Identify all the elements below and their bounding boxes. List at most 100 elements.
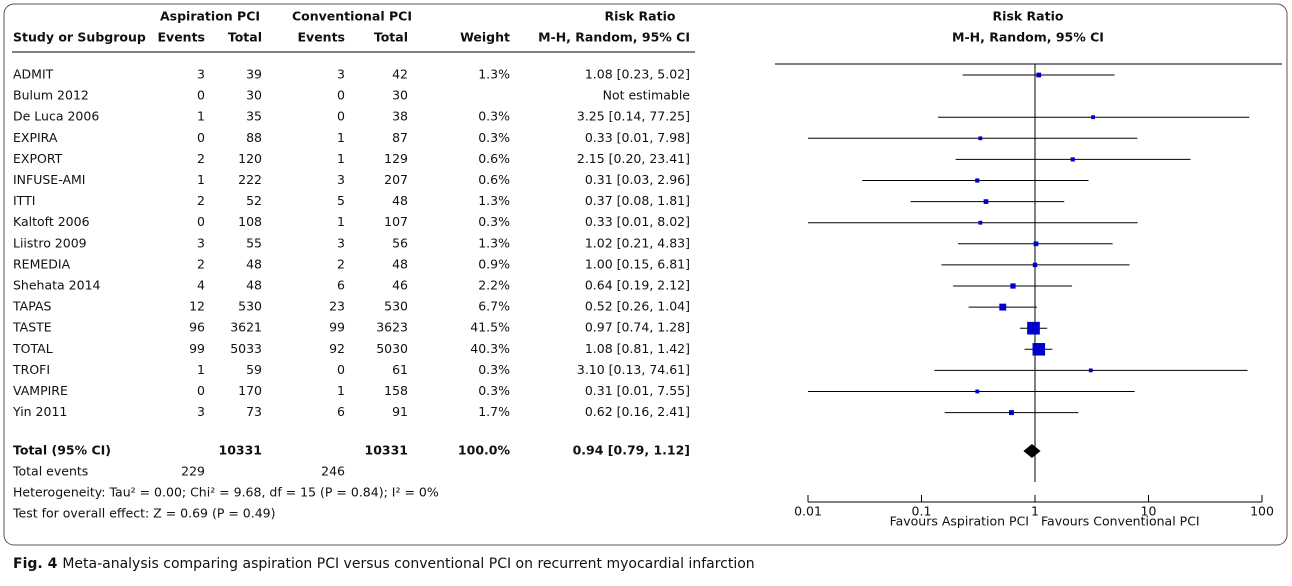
table-cell: 0.31 [0.03, 2.96] xyxy=(585,172,690,187)
table-cell: 3 xyxy=(197,67,205,82)
table-cell: 530 xyxy=(238,299,262,314)
table-cell: 129 xyxy=(384,151,408,166)
table-cell: 55 xyxy=(246,235,262,250)
total-events-cell: 229 xyxy=(181,464,205,479)
total-cell: 10331 xyxy=(219,443,263,458)
table-cell: 0.3% xyxy=(478,383,510,398)
table-cell: 0.31 [0.01, 7.55] xyxy=(585,383,690,398)
table-cell: 5033 xyxy=(230,341,262,356)
effect-square xyxy=(1032,262,1038,268)
table-cell: 42 xyxy=(392,67,408,82)
table-cell: 6 xyxy=(337,278,345,293)
group-header: Conventional PCI xyxy=(292,9,412,24)
table-cell: 38 xyxy=(392,109,408,124)
table-cell: 1 xyxy=(197,109,205,124)
table-cell: 87 xyxy=(392,130,408,145)
effect-square xyxy=(978,220,983,225)
table-cell: 52 xyxy=(246,193,262,208)
overall-effect: Test for overall effect: Z = 0.69 (P = 0… xyxy=(12,506,276,521)
effect-square xyxy=(1033,241,1039,247)
table-cell: 3 xyxy=(197,235,205,250)
table-cell: 0.33 [0.01, 7.98] xyxy=(585,130,690,145)
table-cell: 3.25 [0.14, 77.25] xyxy=(577,109,690,124)
table-cell: 1 xyxy=(337,383,345,398)
x-tick-label: 100 xyxy=(1250,504,1274,519)
table-cell: 88 xyxy=(246,130,262,145)
favours-label: Favours Aspiration PCI xyxy=(890,514,1029,529)
column-header: Weight xyxy=(460,30,510,45)
table-cell: 0 xyxy=(337,88,345,103)
table-cell: 1 xyxy=(197,172,205,187)
effect-square xyxy=(1032,343,1046,356)
study-name: ITTI xyxy=(13,193,35,208)
table-cell: 0 xyxy=(197,214,205,229)
effect-square xyxy=(975,178,980,183)
group-header: Aspiration PCI xyxy=(160,9,260,24)
table-cell: 91 xyxy=(392,404,408,419)
study-name: VAMPIRE xyxy=(13,383,68,398)
column-header: Events xyxy=(158,30,205,45)
study-name: EXPORT xyxy=(13,151,63,166)
caption: Fig. 4 Meta-analysis comparing aspiration… xyxy=(13,556,755,572)
study-name: REMEDIA xyxy=(13,256,71,271)
table-cell: 2.2% xyxy=(478,278,510,293)
table-cell: 6.7% xyxy=(478,299,510,314)
table-cell: 0 xyxy=(197,130,205,145)
study-name: De Luca 2006 xyxy=(13,109,99,124)
table-cell: 0 xyxy=(337,109,345,124)
table-cell: 1.08 [0.23, 5.02] xyxy=(585,67,690,82)
study-name: Yin 2011 xyxy=(12,404,67,419)
table-cell: 61 xyxy=(392,362,408,377)
table-cell: 530 xyxy=(384,299,408,314)
table-cell: 0.3% xyxy=(478,130,510,145)
total-cell: 10331 xyxy=(365,443,409,458)
table-cell: 0.33 [0.01, 8.02] xyxy=(585,214,690,229)
column-header: Study or Subgroup xyxy=(13,30,146,45)
table-cell: 30 xyxy=(246,88,262,103)
table-cell: 3 xyxy=(197,404,205,419)
table-cell: 1 xyxy=(337,214,345,229)
total-cell: 0.94 [0.79, 1.12] xyxy=(573,443,690,458)
total-cell: 100.0% xyxy=(458,443,511,458)
table-cell: 222 xyxy=(238,172,262,187)
study-name: Bulum 2012 xyxy=(13,88,89,103)
column-header: M-H, Random, 95% CI xyxy=(538,30,690,45)
column-header: Events xyxy=(298,30,345,45)
table-cell: 0.6% xyxy=(478,151,510,166)
table-cell: 0.37 [0.08, 1.81] xyxy=(585,193,690,208)
table-cell: 35 xyxy=(246,109,262,124)
table-cell: 1.7% xyxy=(478,404,510,419)
table-cell: 1 xyxy=(337,130,345,145)
study-name: ADMIT xyxy=(13,67,54,82)
x-tick-label: 0.01 xyxy=(794,504,822,519)
figure-frame xyxy=(3,3,1288,546)
table-cell: 46 xyxy=(392,278,408,293)
table-cell: 3.10 [0.13, 74.61] xyxy=(577,362,690,377)
table-cell: 0 xyxy=(337,362,345,377)
study-name: EXPIRA xyxy=(13,130,58,145)
table-cell: 1.3% xyxy=(478,235,510,250)
table-cell: 48 xyxy=(246,256,262,271)
table-cell: 0.3% xyxy=(478,109,510,124)
table-cell: 3621 xyxy=(230,320,262,335)
table-cell: 0.9% xyxy=(478,256,510,271)
table-cell: 5 xyxy=(337,193,345,208)
table-cell: 4 xyxy=(197,278,205,293)
table-cell: 107 xyxy=(384,214,408,229)
effect-square xyxy=(1070,157,1075,162)
effect-square xyxy=(999,303,1007,311)
caption-text: Meta-analysis comparing aspiration PCI v… xyxy=(62,556,754,572)
effect-square xyxy=(1010,283,1016,289)
study-name: Liistro 2009 xyxy=(13,235,87,250)
table-cell: 1 xyxy=(197,362,205,377)
table-cell: 2 xyxy=(197,256,205,271)
study-name: TOTAL xyxy=(12,341,53,356)
table-cell: 6 xyxy=(337,404,345,419)
heterogeneity: Heterogeneity: Tau² = 0.00; Chi² = 9.68,… xyxy=(13,485,439,500)
table-cell: 23 xyxy=(329,299,345,314)
table-cell: 2 xyxy=(337,256,345,271)
table-cell: 39 xyxy=(246,67,262,82)
column-header: Risk Ratio xyxy=(605,9,676,24)
table-cell: 1.3% xyxy=(478,193,510,208)
